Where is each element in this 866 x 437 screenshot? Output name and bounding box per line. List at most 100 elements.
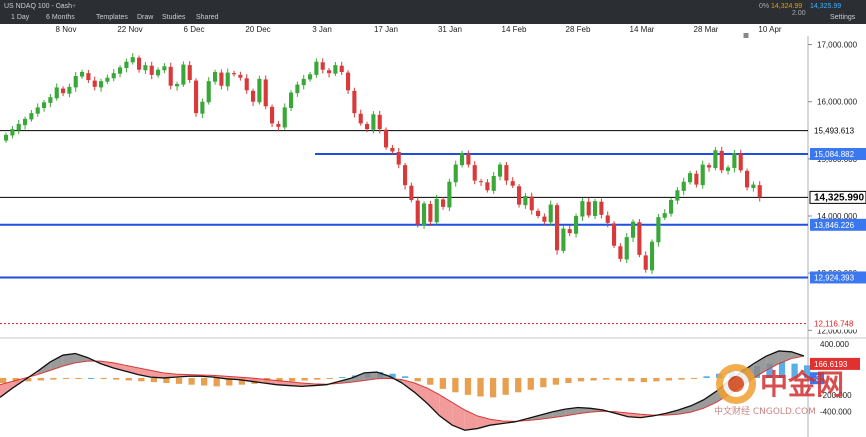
macd-histogram-bar	[628, 377, 635, 382]
candle-body	[738, 153, 743, 171]
candle-body	[130, 57, 135, 63]
candle-body	[73, 76, 78, 88]
candle-body	[86, 73, 91, 80]
close-icon[interactable]: ✕	[58, 4, 64, 11]
candle-body	[396, 152, 401, 165]
macd-histogram-bar	[113, 377, 120, 380]
shared-button[interactable]: Shared	[196, 14, 219, 21]
candle-body	[35, 107, 40, 114]
macd-histogram-bar	[577, 377, 585, 382]
candle-body	[504, 165, 509, 181]
instrument-label[interactable]: US NDAQ 100 - Cash	[4, 3, 73, 10]
macd-histogram-bar	[515, 377, 522, 393]
candle-body	[213, 72, 218, 82]
bid-price[interactable]: 14,324.99	[771, 3, 803, 10]
candle-body	[200, 101, 205, 114]
candle-body	[244, 78, 249, 91]
macd-histogram-bar	[75, 377, 82, 379]
macd-histogram-bar	[201, 377, 208, 386]
macd-histogram-bar	[213, 377, 220, 387]
candle-body	[757, 185, 762, 198]
candle-body	[187, 65, 192, 80]
macd-histogram-bar	[804, 365, 811, 378]
level-label: 12,116.748	[814, 320, 854, 329]
macd-histogram-bar	[603, 377, 610, 380]
level-label: 15,084.882	[814, 150, 855, 159]
candle-body	[238, 74, 243, 78]
candle-body	[631, 221, 636, 238]
macd-histogram-bar	[389, 373, 396, 378]
macd-fill	[540, 411, 553, 420]
candle-body	[751, 184, 756, 188]
macd-fill	[678, 405, 691, 415]
price-chart[interactable]: 17,000.00016,000.00015,000.00014,000.000…	[0, 36, 866, 437]
x-tick-label: 17 Jan	[373, 25, 399, 34]
candle-body	[650, 241, 655, 271]
macd-fill	[150, 370, 164, 378]
indicator-button[interactable]: 6 Months	[46, 14, 75, 21]
candle-body	[225, 72, 230, 87]
macd-histogram-bar	[477, 377, 484, 397]
level-label-bg	[810, 218, 866, 231]
candle-body	[415, 200, 420, 225]
draw-button[interactable]: Draw	[137, 14, 154, 21]
ask-price[interactable]: 14,325.99	[810, 3, 842, 10]
candle-body	[517, 186, 522, 205]
macd-histogram-bar	[100, 377, 107, 379]
macd-y-tick-label: -400.000	[820, 408, 852, 417]
macd-histogram-bar	[653, 377, 660, 382]
candle-body	[29, 113, 34, 120]
level-label-bg	[810, 148, 866, 161]
candle-body	[726, 167, 731, 171]
macd-histogram-bar	[464, 377, 472, 395]
candle-body	[707, 165, 712, 168]
candle-body	[327, 70, 332, 74]
candle-body	[390, 148, 395, 152]
macd-fill	[75, 353, 88, 363]
macd-histogram-bar	[326, 377, 333, 379]
candle-body	[194, 80, 199, 114]
level-label-bg	[810, 124, 866, 137]
candle-body	[453, 164, 458, 183]
svg-text:中金网: 中金网	[760, 368, 844, 401]
y-tick-label: 16,000.000	[817, 98, 858, 107]
level-label: 14,325.990	[814, 192, 864, 203]
macd-fill	[351, 372, 365, 383]
macd-histogram-bar	[791, 363, 798, 378]
candle-body	[675, 190, 680, 201]
candle-body	[745, 170, 750, 188]
macd-histogram-bar	[452, 377, 459, 393]
candle-body	[232, 73, 237, 75]
candle-body	[713, 150, 718, 168]
macd-histogram-bar	[703, 376, 710, 378]
change-label: 0%	[759, 3, 770, 10]
candle-body	[42, 102, 47, 108]
templates-button[interactable]: Templates	[96, 14, 128, 21]
candle-body	[479, 181, 484, 183]
candle-body	[599, 201, 604, 215]
candle-body	[498, 164, 503, 177]
candle-body	[92, 80, 97, 87]
settings-button[interactable]: Settings	[830, 14, 856, 21]
timeframe-button[interactable]: 1 Day	[11, 14, 30, 21]
candle-body	[561, 228, 566, 251]
candle-body	[263, 79, 268, 107]
add-tab-icon[interactable]: +	[72, 3, 77, 10]
candle-body	[4, 134, 9, 141]
level-label: 13,846.226	[814, 221, 855, 230]
candle-body	[510, 181, 515, 186]
candle-body	[447, 181, 452, 208]
macd-histogram-bar	[314, 377, 321, 380]
candle-body	[662, 213, 667, 218]
candle-body	[175, 84, 180, 87]
candle-body	[105, 77, 110, 82]
macd-histogram-bar	[238, 377, 245, 385]
x-tick-label: 8 Nov	[55, 25, 77, 34]
candle-body	[270, 106, 275, 124]
scroll-marker-icon[interactable]	[743, 33, 749, 38]
candle-body	[719, 150, 724, 171]
macd-value-bg	[810, 357, 860, 370]
macd-value-label: 166.6193	[814, 360, 848, 369]
studies-button[interactable]: Studies	[162, 14, 186, 21]
level-label-bg	[810, 317, 866, 330]
